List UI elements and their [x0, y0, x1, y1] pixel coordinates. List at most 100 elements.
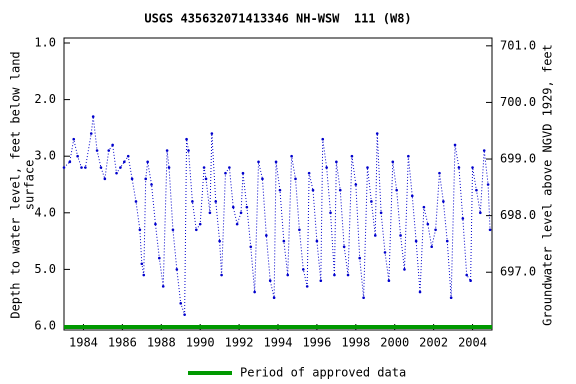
- data-point: [379, 211, 383, 215]
- data-point: [218, 239, 221, 243]
- data-point: [342, 245, 346, 249]
- data-point: [329, 211, 332, 215]
- data-point: [274, 160, 278, 164]
- x-tick-label: 1994: [264, 336, 293, 350]
- data-point: [442, 200, 445, 203]
- data-point: [134, 200, 138, 203]
- data-point: [358, 256, 362, 260]
- y-tick-label: 5.0: [34, 262, 56, 276]
- x-tick-label: 1984: [69, 336, 98, 350]
- data-point: [154, 222, 157, 226]
- data-point: [399, 234, 402, 237]
- data-point: [245, 205, 249, 209]
- data-point: [231, 205, 235, 209]
- y2-axis-label: Groundwater level above NGVD 1929, feet: [541, 44, 555, 326]
- data-point: [146, 160, 149, 164]
- data-point: [103, 177, 107, 181]
- x-tick-label: 2000: [380, 336, 409, 350]
- data-point: [383, 251, 387, 254]
- data-point: [204, 177, 208, 181]
- data-point: [301, 268, 305, 271]
- data-point: [272, 296, 276, 300]
- x-tick-label: 1986: [108, 336, 137, 350]
- data-point: [194, 228, 198, 232]
- y-axis-label: surface: [23, 160, 37, 211]
- data-point: [158, 256, 161, 260]
- data-point: [350, 154, 354, 158]
- data-point: [191, 200, 194, 203]
- data-point: [438, 171, 441, 175]
- data-point: [235, 222, 239, 226]
- data-point: [290, 154, 293, 158]
- data-point: [167, 166, 171, 169]
- data-point: [224, 171, 227, 175]
- data-point: [445, 239, 449, 243]
- y-axis-label: Depth to water level, feet below land: [9, 51, 23, 318]
- data-point: [407, 154, 410, 158]
- data-point: [130, 177, 134, 181]
- data-point: [453, 143, 457, 147]
- data-point: [430, 245, 433, 249]
- data-point: [315, 239, 319, 243]
- data-point: [171, 228, 175, 232]
- data-point: [268, 279, 272, 283]
- x-tick-label: 1992: [225, 336, 254, 350]
- data-point: [333, 273, 336, 277]
- x-tick-label: 1990: [186, 336, 215, 350]
- x-tick-label: 1996: [302, 336, 331, 350]
- data-point: [161, 285, 165, 288]
- data-point: [434, 228, 437, 232]
- y2-tick-label: 700.0: [500, 95, 536, 109]
- legend-label: Period of approved data: [240, 366, 406, 380]
- data-point: [89, 132, 93, 135]
- data-point: [418, 290, 422, 294]
- data-point: [84, 166, 87, 169]
- data-point: [457, 166, 461, 169]
- data-point: [387, 279, 391, 283]
- data-point: [179, 302, 183, 305]
- data-point: [395, 188, 398, 192]
- data-point: [319, 279, 323, 283]
- data-point: [265, 234, 268, 237]
- data-point: [307, 171, 311, 175]
- data-point: [115, 171, 118, 175]
- data-point: [286, 273, 290, 277]
- data-point: [479, 211, 482, 215]
- y2-tick-label: 697.0: [500, 265, 536, 279]
- data-point: [426, 222, 430, 226]
- data-point: [335, 160, 338, 164]
- data-point: [305, 285, 309, 288]
- y2-tick-label: 698.0: [500, 208, 536, 222]
- data-point: [165, 149, 169, 152]
- x-tick-label: 2004: [458, 336, 487, 350]
- data-point: [95, 149, 99, 152]
- data-point: [486, 183, 490, 186]
- data-point: [228, 166, 231, 169]
- data-point: [72, 137, 76, 141]
- data-point: [99, 166, 103, 169]
- y2-tick-label: 699.0: [500, 152, 536, 166]
- data-point: [370, 200, 373, 203]
- data-point: [140, 262, 144, 266]
- data-point: [257, 160, 260, 164]
- y-tick-label: 6.0: [34, 319, 56, 333]
- y-tick-label: 1.0: [34, 36, 56, 50]
- data-point: [294, 177, 297, 181]
- x-tick-label: 1988: [147, 336, 176, 350]
- data-point: [373, 234, 377, 237]
- data-point: [410, 194, 414, 198]
- data-point: [488, 228, 492, 232]
- data-point: [261, 177, 264, 181]
- data-point: [366, 166, 369, 169]
- data-point: [482, 149, 486, 152]
- data-point: [249, 245, 253, 249]
- data-point: [68, 160, 72, 164]
- data-point: [123, 160, 126, 164]
- data-point: [422, 205, 426, 209]
- data-point: [375, 132, 379, 135]
- data-point: [465, 273, 469, 277]
- data-point: [107, 149, 111, 152]
- data-point: [239, 211, 243, 215]
- data-point: [338, 188, 342, 192]
- data-point: [220, 273, 223, 277]
